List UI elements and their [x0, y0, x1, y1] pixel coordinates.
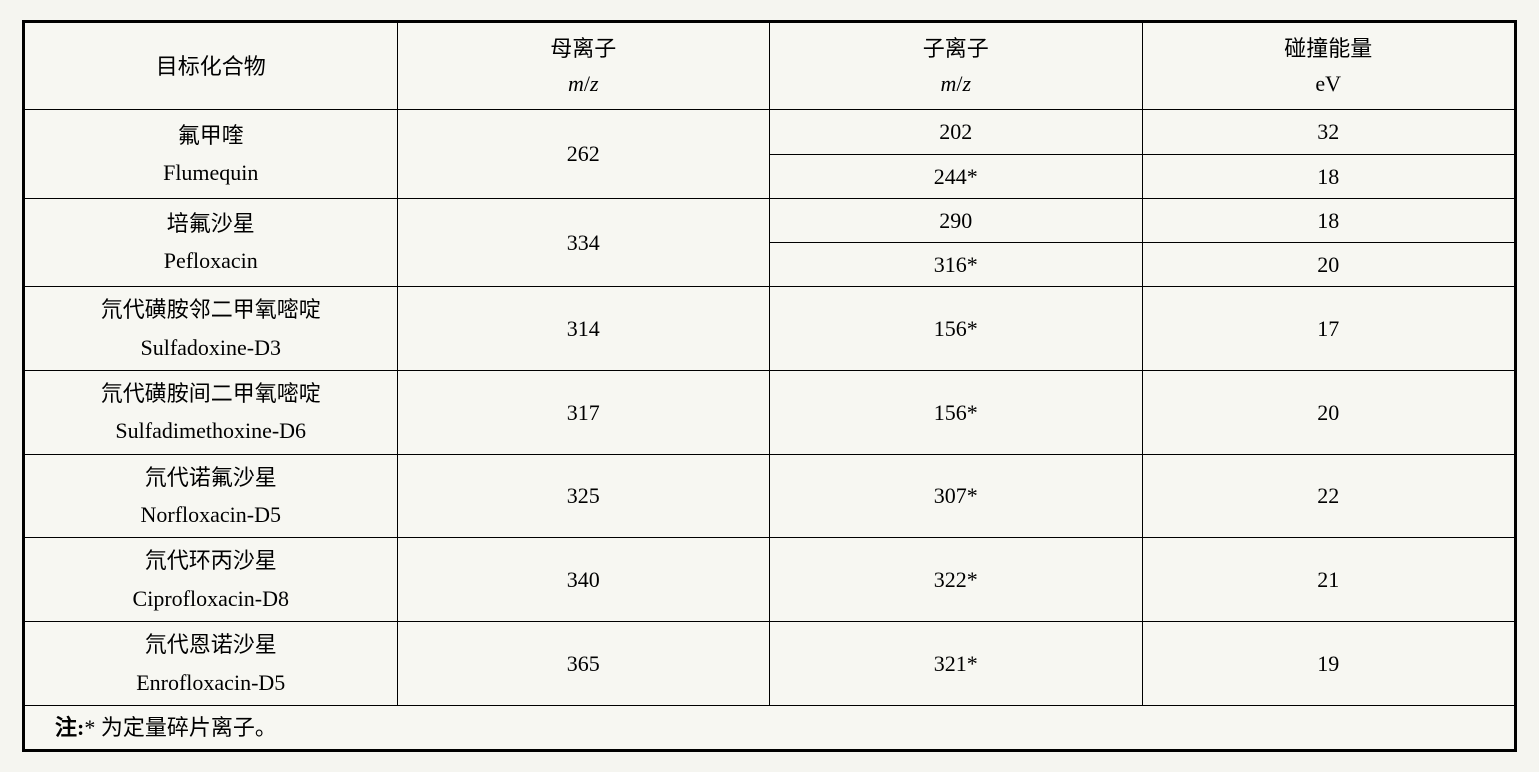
table-note-row: 注:* 为定量碎片离子。 — [25, 706, 1515, 750]
compound-data-table: 目标化合物 母离子 m/z 子离子 m/z 碰撞能量 eV — [24, 22, 1515, 750]
collision-energy-cell: 18 — [1142, 154, 1515, 198]
parent-ion-cell: 340 — [397, 538, 770, 622]
header-compound: 目标化合物 — [25, 23, 398, 110]
product-ion-cell: 307* — [770, 454, 1143, 538]
table-note-cell: 注:* 为定量碎片离子。 — [25, 706, 1515, 750]
compound-name-en: Sulfadimethoxine-D6 — [33, 412, 389, 449]
collision-energy-cell: 19 — [1142, 622, 1515, 706]
compound-name-cn: 氘代磺胺邻二甲氧嘧啶 — [33, 291, 389, 328]
note-label: 注: — [55, 715, 84, 740]
product-ion-cell: 321* — [770, 622, 1143, 706]
table-row: 氘代磺胺邻二甲氧嘧啶 Sulfadoxine-D3 314 156* 17 — [25, 287, 1515, 371]
product-ion-cell: 290 — [770, 198, 1143, 242]
product-ion-cell: 322* — [770, 538, 1143, 622]
table-row: 氟甲喹 Flumequin 262 202 32 — [25, 110, 1515, 154]
data-table-container: 目标化合物 母离子 m/z 子离子 m/z 碰撞能量 eV — [22, 20, 1517, 752]
compound-name-cn: 培氟沙星 — [33, 205, 389, 242]
parent-ion-cell: 334 — [397, 198, 770, 286]
header-parent-mz-m: m — [568, 71, 584, 96]
header-product-ion-line2: m/z — [778, 66, 1134, 101]
product-ion-cell: 156* — [770, 370, 1143, 454]
compound-cell: 氘代磺胺邻二甲氧嘧啶 Sulfadoxine-D3 — [25, 287, 398, 371]
table-header-row: 目标化合物 母离子 m/z 子离子 m/z 碰撞能量 eV — [25, 23, 1515, 110]
header-product-mz-m: m — [940, 71, 956, 96]
collision-energy-cell: 21 — [1142, 538, 1515, 622]
header-collision-energy: 碰撞能量 eV — [1142, 23, 1515, 110]
compound-name-cn: 氘代诺氟沙星 — [33, 459, 389, 496]
header-product-mz-z: z — [962, 71, 971, 96]
product-ion-cell: 156* — [770, 287, 1143, 371]
compound-name-cn: 氟甲喹 — [33, 117, 389, 154]
collision-energy-cell: 20 — [1142, 370, 1515, 454]
compound-name-en: Ciprofloxacin-D8 — [33, 580, 389, 617]
header-parent-mz-z: z — [590, 71, 599, 96]
table-body: 氟甲喹 Flumequin 262 202 32 244* 18 培氟沙星 Pe… — [25, 110, 1515, 750]
compound-cell: 培氟沙星 Pefloxacin — [25, 198, 398, 286]
compound-name-en: Enrofloxacin-D5 — [33, 664, 389, 701]
parent-ion-cell: 325 — [397, 454, 770, 538]
collision-energy-cell: 18 — [1142, 198, 1515, 242]
compound-cell: 氟甲喹 Flumequin — [25, 110, 398, 198]
product-ion-cell: 316* — [770, 242, 1143, 286]
table-row: 培氟沙星 Pefloxacin 334 290 18 — [25, 198, 1515, 242]
header-parent-ion-line2: m/z — [406, 66, 762, 101]
note-text: * 为定量碎片离子。 — [84, 715, 277, 740]
header-product-ion-line1: 子离子 — [778, 31, 1134, 66]
collision-energy-cell: 17 — [1142, 287, 1515, 371]
collision-energy-cell: 22 — [1142, 454, 1515, 538]
product-ion-cell: 244* — [770, 154, 1143, 198]
compound-name-en: Norfloxacin-D5 — [33, 496, 389, 533]
header-parent-ion-line1: 母离子 — [406, 31, 762, 66]
parent-ion-cell: 365 — [397, 622, 770, 706]
parent-ion-cell: 262 — [397, 110, 770, 198]
parent-ion-cell: 317 — [397, 370, 770, 454]
header-energy-line1: 碰撞能量 — [1151, 31, 1507, 66]
table-row: 氘代环丙沙星 Ciprofloxacin-D8 340 322* 21 — [25, 538, 1515, 622]
compound-cell: 氘代磺胺间二甲氧嘧啶 Sulfadimethoxine-D6 — [25, 370, 398, 454]
compound-cell: 氘代环丙沙星 Ciprofloxacin-D8 — [25, 538, 398, 622]
compound-name-en: Flumequin — [33, 154, 389, 191]
compound-name-cn: 氘代恩诺沙星 — [33, 626, 389, 663]
compound-cell: 氘代诺氟沙星 Norfloxacin-D5 — [25, 454, 398, 538]
compound-name-en: Sulfadoxine-D3 — [33, 329, 389, 366]
compound-name-en: Pefloxacin — [33, 242, 389, 279]
compound-name-cn: 氘代磺胺间二甲氧嘧啶 — [33, 375, 389, 412]
table-row: 氘代磺胺间二甲氧嘧啶 Sulfadimethoxine-D6 317 156* … — [25, 370, 1515, 454]
compound-cell: 氘代恩诺沙星 Enrofloxacin-D5 — [25, 622, 398, 706]
header-energy-line2: eV — [1151, 66, 1507, 101]
compound-name-cn: 氘代环丙沙星 — [33, 542, 389, 579]
header-parent-ion: 母离子 m/z — [397, 23, 770, 110]
collision-energy-cell: 20 — [1142, 242, 1515, 286]
parent-ion-cell: 314 — [397, 287, 770, 371]
header-compound-label: 目标化合物 — [156, 54, 266, 79]
collision-energy-cell: 32 — [1142, 110, 1515, 154]
header-product-ion: 子离子 m/z — [770, 23, 1143, 110]
table-row: 氘代恩诺沙星 Enrofloxacin-D5 365 321* 19 — [25, 622, 1515, 706]
product-ion-cell: 202 — [770, 110, 1143, 154]
table-row: 氘代诺氟沙星 Norfloxacin-D5 325 307* 22 — [25, 454, 1515, 538]
